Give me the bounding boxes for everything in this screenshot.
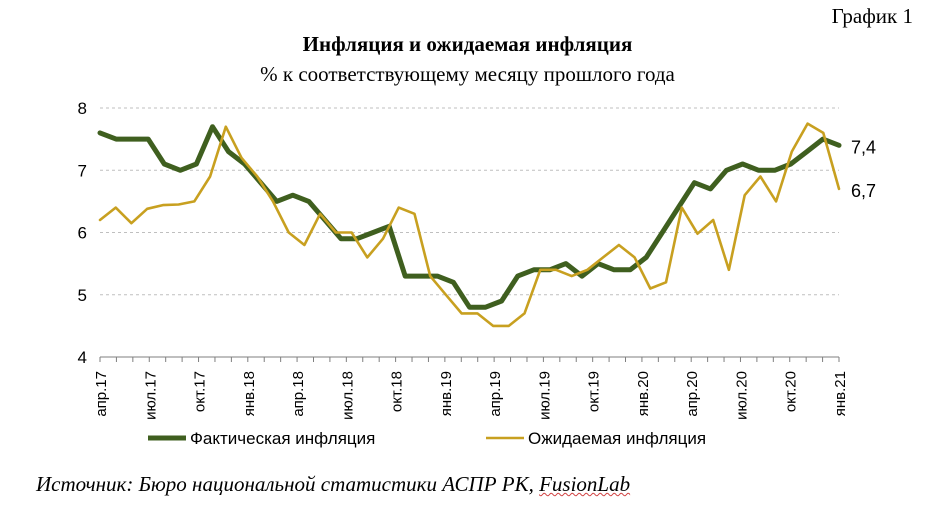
x-tick-label: янв.18	[241, 371, 258, 416]
x-tick-label: апр.18	[290, 371, 307, 417]
legend-label-1: Фактическая инфляция	[190, 429, 375, 448]
y-tick-label: 6	[78, 224, 87, 243]
y-tick-label: 8	[78, 99, 87, 118]
y-axis: 4 5 6 7 8	[78, 99, 87, 367]
x-tick-label: окт.17	[192, 371, 209, 412]
x-tick-label: июл.20	[733, 371, 750, 420]
y-tick-label: 5	[78, 286, 87, 305]
end-label-1: 7,4	[851, 137, 876, 157]
x-tick-label: апр.19	[487, 371, 504, 417]
x-axis: апр.17 июл.17 окт.17 янв.18 апр.18 июл.18 окт.…	[93, 356, 849, 420]
source-note: Источник: Бюро национальной статистики А…	[36, 472, 630, 497]
x-tick-label: окт.19	[586, 371, 603, 412]
end-label-2: 6,7	[851, 181, 876, 201]
line-chart: 4 5 6 7 8 апр.17 июл.17 окт.17 янв.18 апр.18 июл.…	[78, 99, 877, 448]
legend: Фактическая инфляция Ожидаемая инфляция	[148, 429, 706, 448]
x-tick-label: янв.20	[635, 371, 652, 416]
source-brand: FusionLab	[539, 472, 631, 496]
x-tick-label: окт.18	[389, 371, 406, 412]
x-tick-label: июл.18	[339, 371, 356, 420]
series-line-1	[97, 124, 842, 310]
x-tick-label: июл.19	[536, 371, 553, 420]
end-labels: 7,4 6,7	[851, 137, 876, 201]
source-prefix: Источник: Бюро национальной статистики А…	[36, 472, 540, 496]
chart-subtitle: % к соответствующему месяцу прошлого год…	[260, 62, 675, 86]
x-tick-label: янв.21	[832, 371, 849, 416]
series-line-2	[98, 122, 841, 328]
x-tick-label: апр.17	[93, 371, 110, 417]
series-layer	[97, 122, 842, 328]
chart-title: Инфляция и ожидаемая инфляция	[302, 32, 633, 56]
chart-number: График 1	[831, 4, 913, 28]
x-tick-label: янв.19	[438, 371, 455, 416]
y-tick-label: 4	[78, 348, 87, 367]
x-tick-label: июл.17	[142, 371, 159, 420]
x-tick-label: апр.20	[684, 371, 701, 417]
y-tick-label: 7	[78, 161, 87, 180]
x-tick-label: окт.20	[783, 371, 800, 412]
legend-label-2: Ожидаемая инфляция	[528, 429, 706, 448]
